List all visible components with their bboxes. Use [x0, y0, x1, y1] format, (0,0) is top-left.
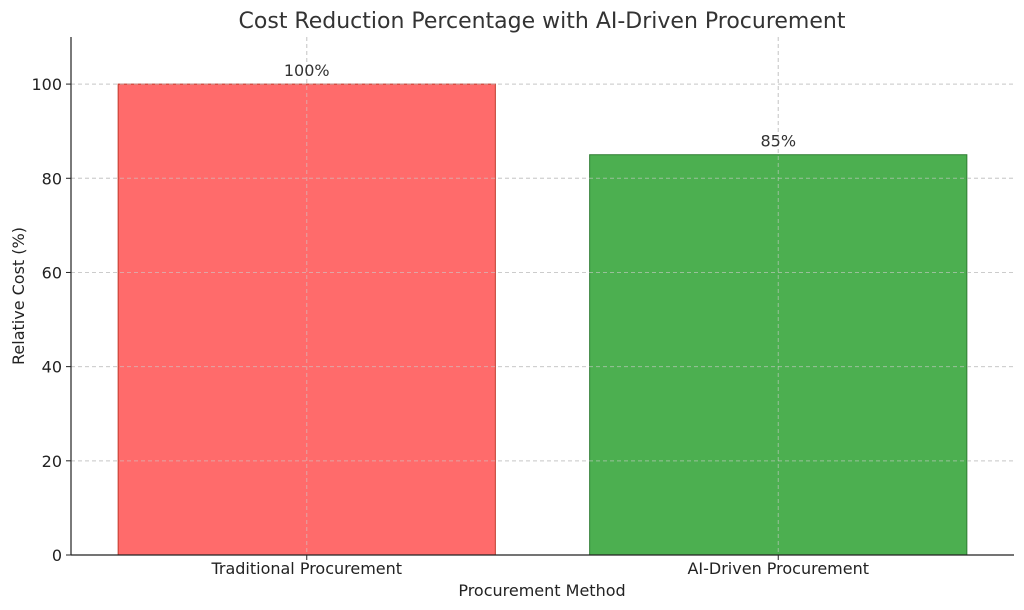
y-tick-label: 80: [42, 169, 62, 188]
y-tick-label: 20: [42, 452, 62, 471]
labels: 0 20 40 60 80 100 Traditional Procurement AI-Dr…: [31, 61, 869, 578]
x-axis-label: Procurement Method: [458, 581, 625, 600]
y-tick-label: 60: [42, 263, 62, 282]
x-tick-label: Traditional Procurement: [210, 559, 402, 578]
chart-title: Cost Reduction Percentage with AI-Driven…: [239, 9, 846, 34]
bar-data-label: 85%: [760, 132, 796, 151]
x-tick-label: AI-Driven Procurement: [687, 559, 869, 578]
y-axis-label: Relative Cost (%): [9, 227, 28, 365]
y-tick-label: 40: [42, 358, 62, 377]
y-tick-label: 100: [31, 75, 62, 94]
bars: [71, 37, 1014, 556]
axes: [66, 37, 1014, 560]
y-tick-label: 0: [52, 546, 62, 565]
bar-data-label: 100%: [284, 61, 330, 80]
